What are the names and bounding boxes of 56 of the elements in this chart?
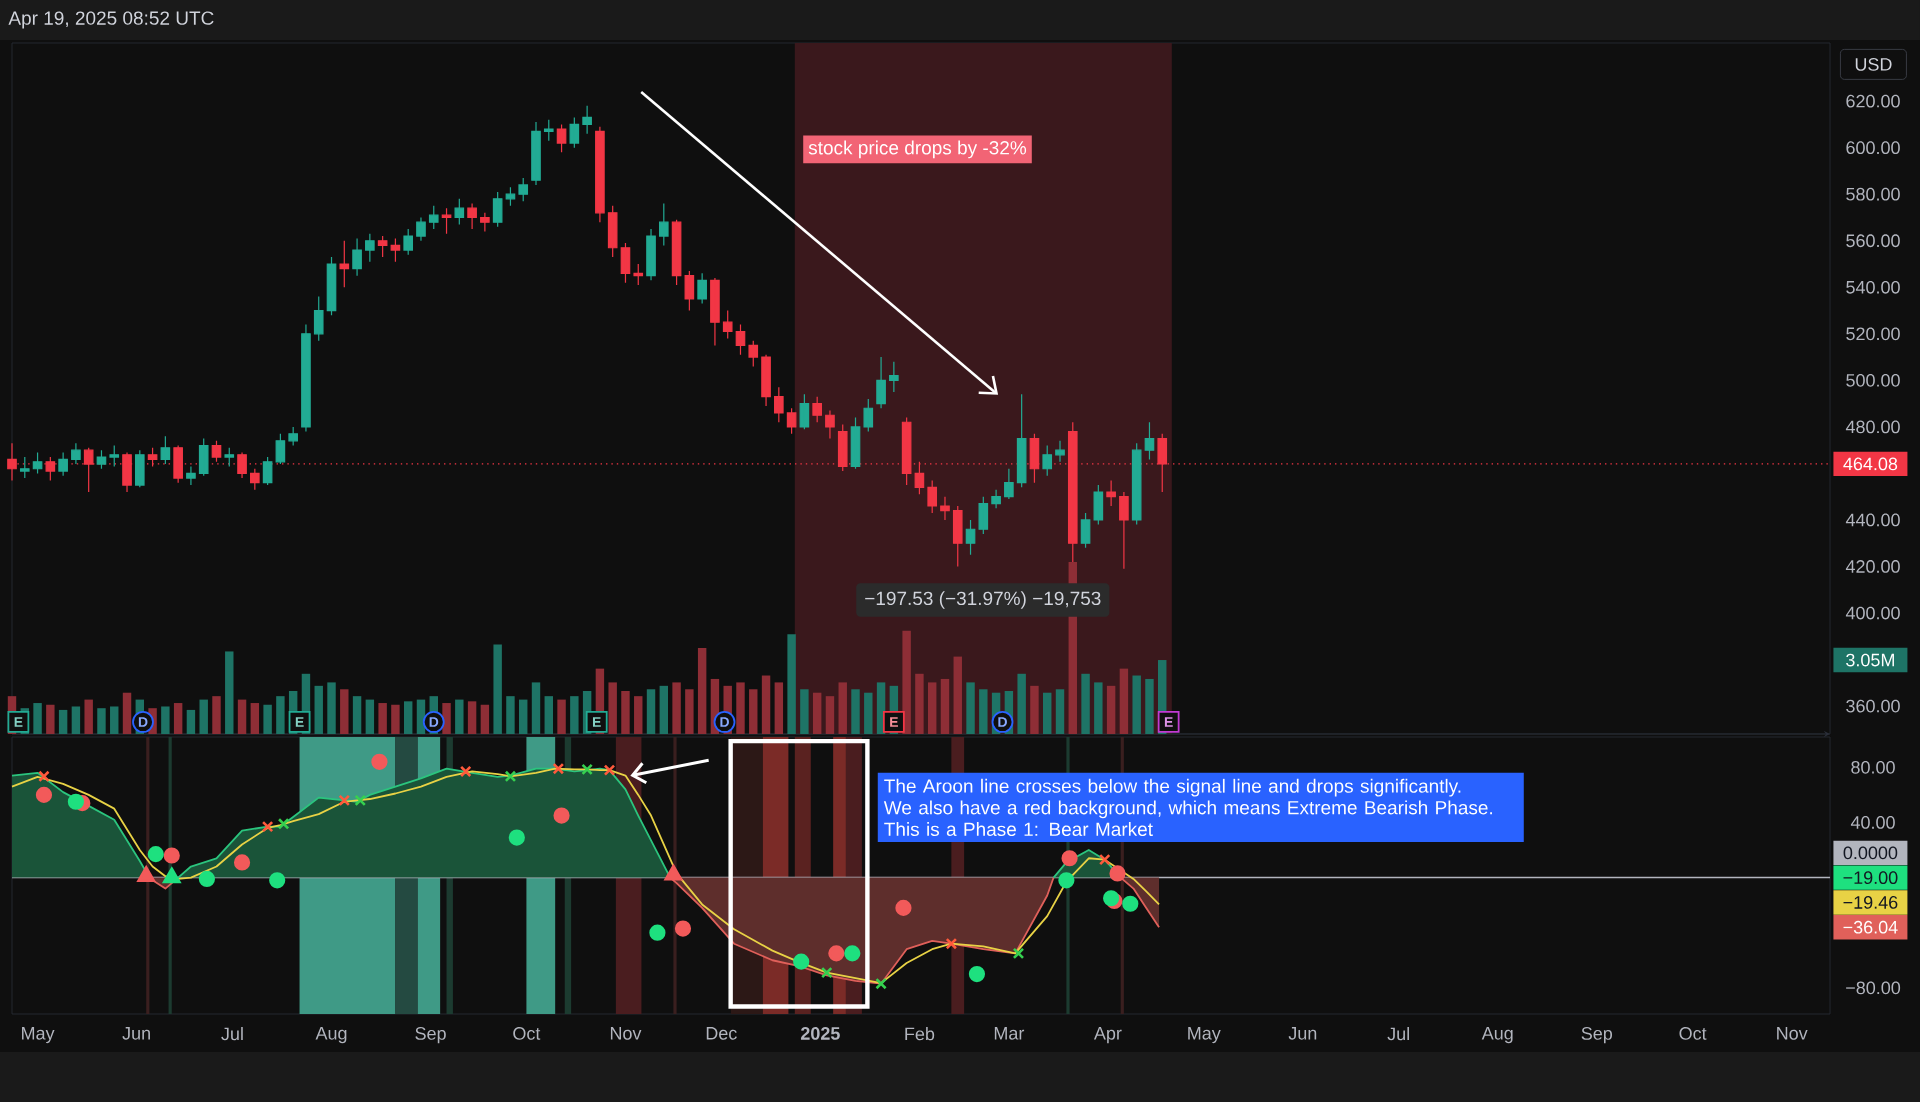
x-tick-label: Oct	[513, 1027, 541, 1040]
x-tick-label: 2025	[800, 1027, 840, 1040]
legend-label: D	[138, 717, 148, 727]
x-tick-label: May	[1188, 1027, 1221, 1044]
y-tick-label: 620.00	[1846, 94, 1900, 108]
text: −36.04	[1843, 920, 1898, 934]
chart-title: Apr 19, 2025 08:52 UTC	[8, 11, 214, 29]
text: D	[720, 717, 729, 727]
y-tick-label: 400.00	[1845, 606, 1900, 620]
series-label: E	[14, 717, 23, 727]
y-tick-label: 500.00	[1846, 373, 1900, 387]
x-tick-label: Feb	[905, 1027, 935, 1041]
annotation: The Aroon line crosses below the signal line and drops significantly.	[884, 778, 1461, 797]
text: D	[429, 717, 439, 727]
text: USD	[1855, 58, 1892, 71]
x-tick-label: Dec	[706, 1027, 737, 1040]
text: −19.00	[1843, 871, 1898, 885]
y-tick-label: 440.00	[1845, 513, 1900, 527]
y-tick-label: 480.00	[1845, 420, 1900, 434]
x-tick-label: Nov	[610, 1027, 642, 1040]
x-tick-label: Jun	[1288, 1027, 1317, 1040]
x-tick-label: Sep	[1581, 1027, 1613, 1044]
series-label: E	[890, 717, 898, 727]
x-tick-label: Oct	[1679, 1027, 1707, 1040]
y-tick-label: 560.00	[1846, 234, 1900, 248]
y-tick-label: 540.00	[1846, 280, 1900, 294]
x-tick-label: Aug	[1481, 1027, 1513, 1044]
y-tick-label: 580.00	[1846, 187, 1900, 201]
y-tick-label: 420.00	[1845, 560, 1900, 573]
annotation: −197.53 (−31.97%) −19,753	[865, 591, 1101, 609]
y-tick-label: 40.00	[1850, 816, 1895, 829]
annotation: We also have a red background, which means Extreme Bearish Phase.	[883, 800, 1492, 819]
x-tick-label: May	[22, 1027, 55, 1044]
text: E	[592, 717, 601, 727]
ref-line-label: 464.08	[1843, 457, 1898, 471]
text: 3.05M	[1846, 653, 1894, 667]
y-tick-label: 600.00	[1846, 141, 1900, 155]
x-tick-label: Sep	[415, 1027, 446, 1044]
x-tick-label: Aug	[315, 1027, 347, 1044]
x-tick-label: Jul	[1387, 1027, 1409, 1041]
x-tick-label: Mar	[994, 1027, 1025, 1040]
x-tick-label: Jul	[221, 1027, 243, 1041]
ref-line-label: 0.0000	[1843, 846, 1898, 860]
band-label: stock price drops by -32%	[808, 140, 1027, 159]
x-tick-label: Nov	[1777, 1027, 1808, 1040]
y-tick-label: 520.00	[1846, 327, 1900, 341]
x-tick-label: Apr	[1093, 1027, 1122, 1044]
x-tick-label: Jun	[122, 1027, 150, 1040]
text: D	[998, 717, 1007, 727]
annotation: This is a Phase 1: Bear Market	[884, 822, 1153, 837]
text: E	[295, 717, 304, 727]
series-label: E	[1164, 717, 1173, 727]
text: −19.46	[1843, 896, 1898, 909]
y-tick-label: 80.00	[1851, 760, 1895, 774]
y-tick-label: 360.00	[1846, 699, 1900, 713]
y-tick-label: −80.00	[1846, 981, 1901, 995]
